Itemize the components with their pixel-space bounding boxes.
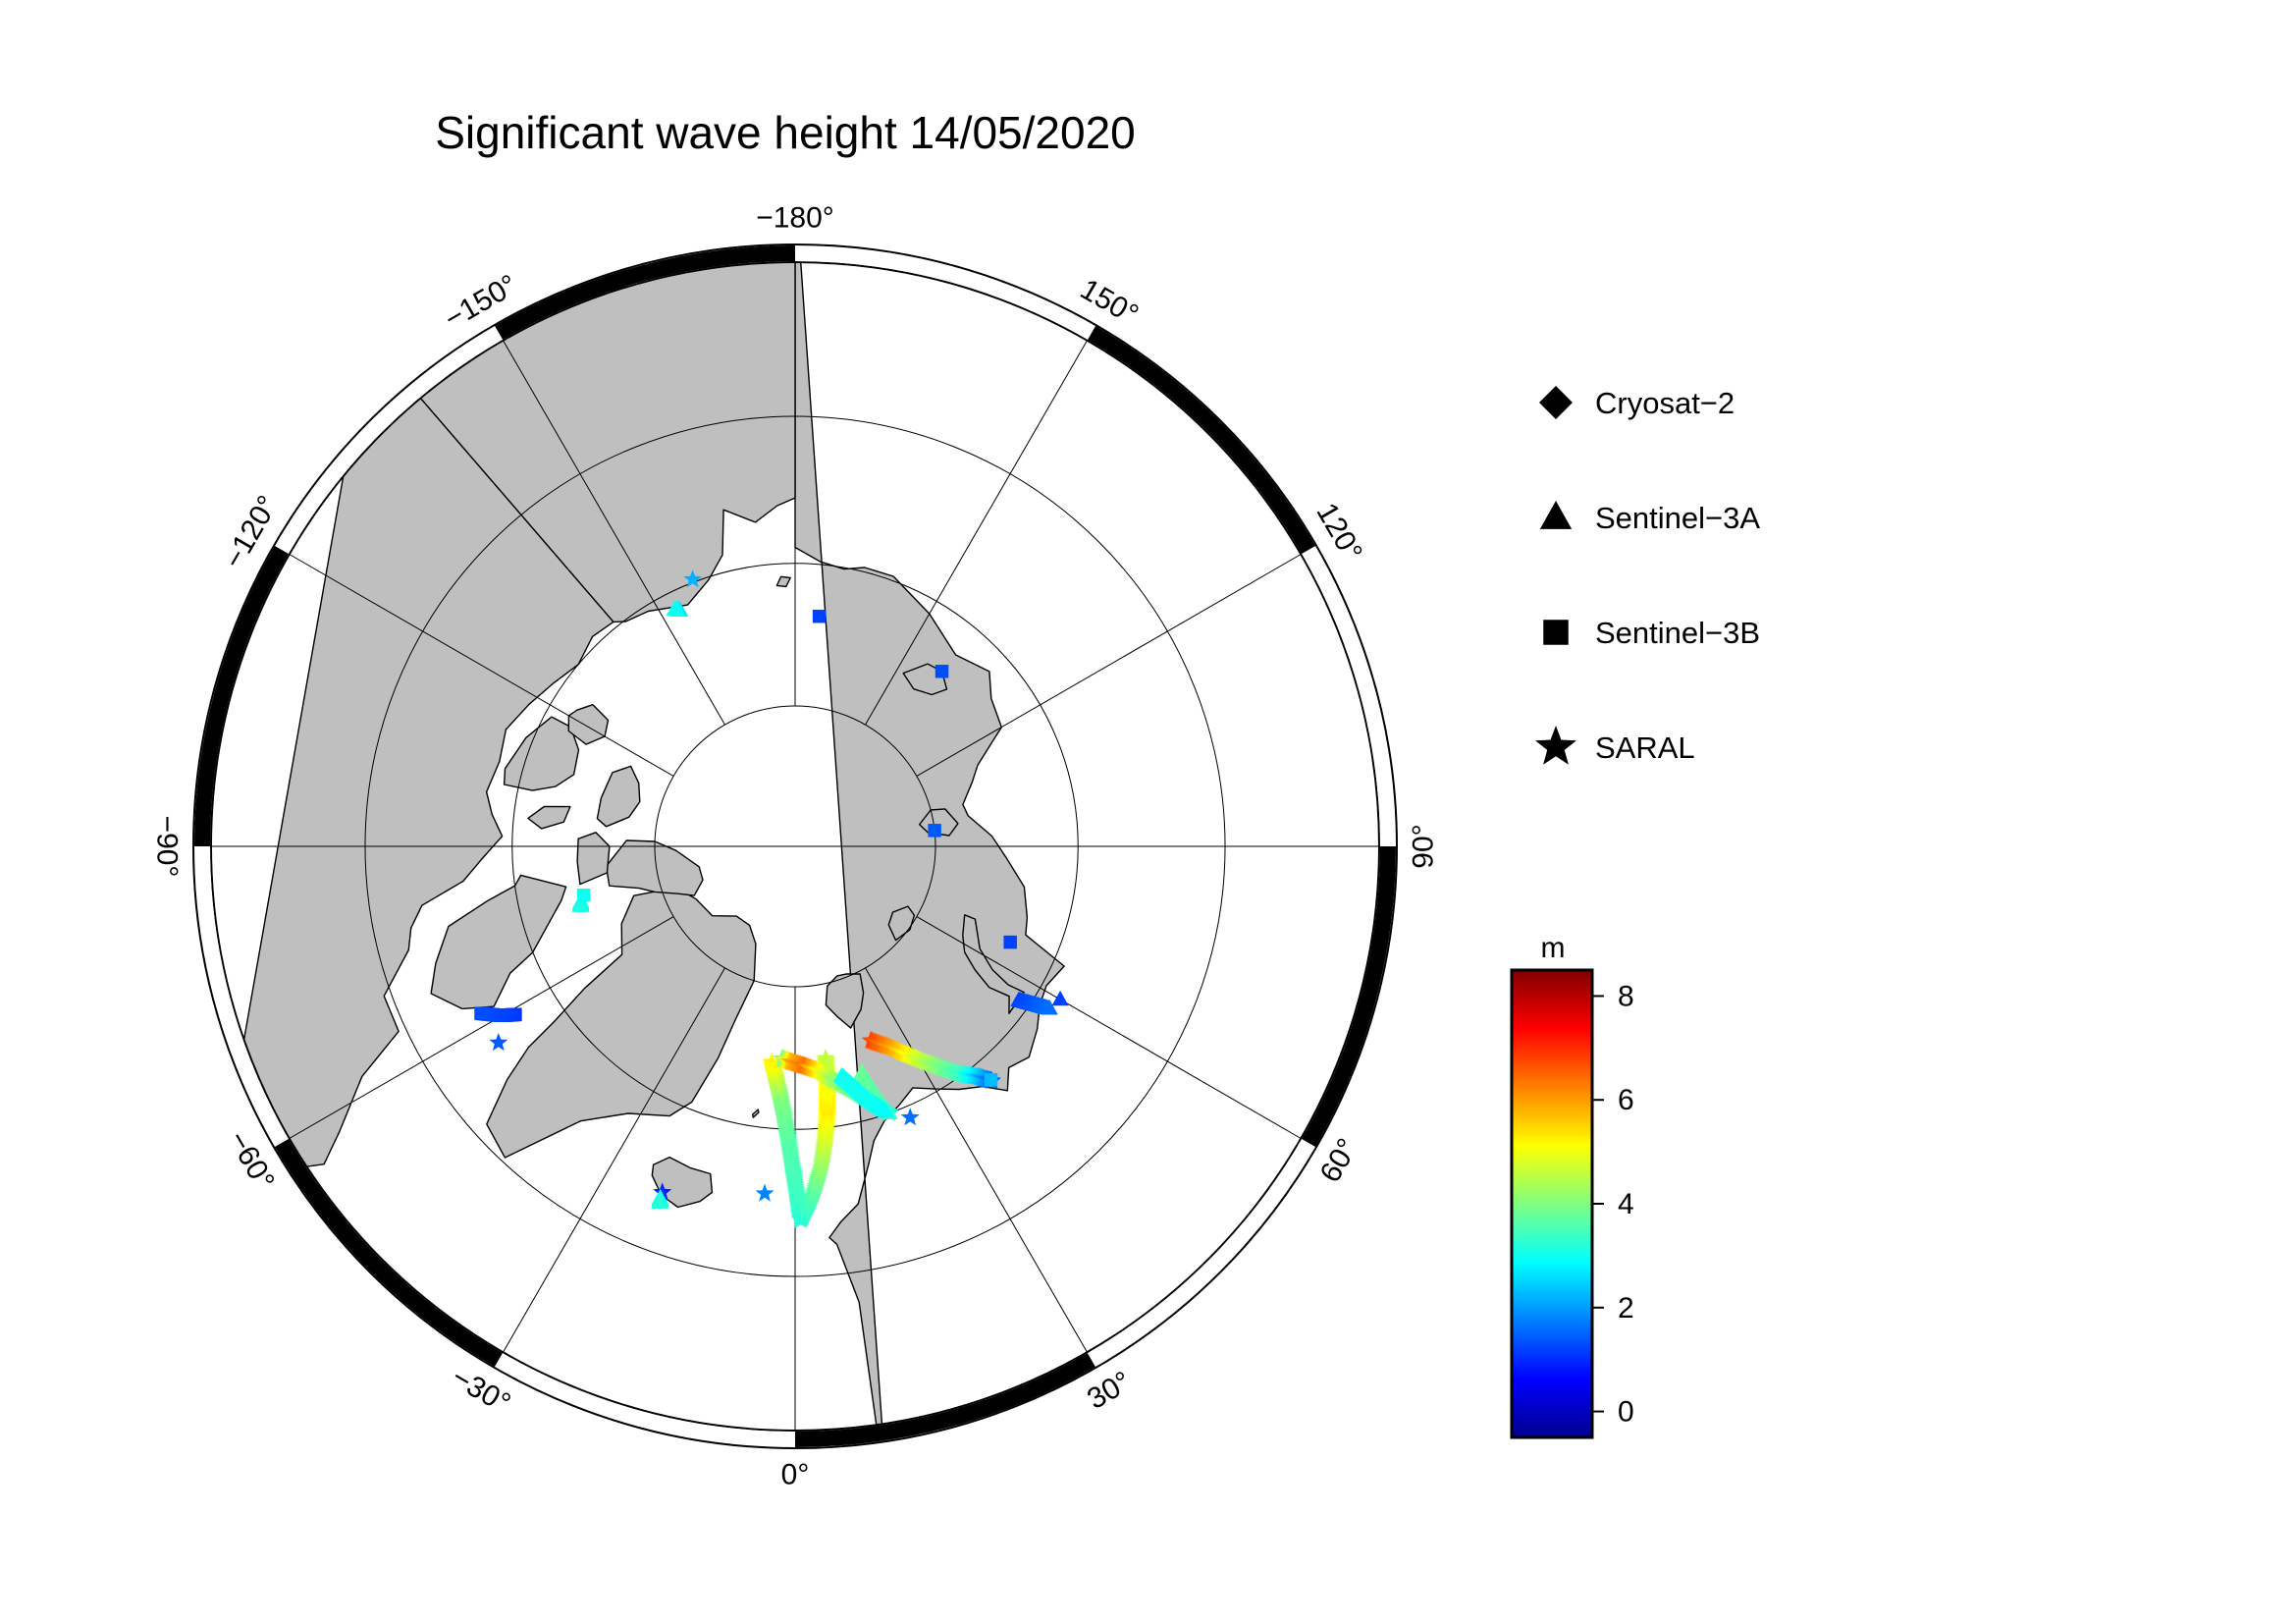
frame-segment: [495, 1353, 796, 1447]
meridian-line: [289, 554, 674, 777]
meridian-line: [503, 340, 725, 726]
wave-height-point: [900, 1108, 920, 1126]
triangle-icon: [1539, 501, 1573, 529]
colorbar: m 0 2 4 6 8: [1510, 932, 1634, 1439]
land-jan-mayen: [752, 1109, 760, 1118]
land-novaya-zemlya: [962, 914, 1025, 1014]
wave-height-point: [928, 824, 941, 838]
frame-inner-ring: [210, 261, 1380, 1432]
meridian-line: [503, 967, 725, 1353]
longitude-label: −90°: [151, 816, 184, 878]
wave-height-point: [474, 1006, 488, 1020]
legend-label: Cryosat−2: [1595, 386, 1735, 420]
satellite-legend: Cryosat−2 Sentinel−3A Sentinel−3B SARAL: [1535, 386, 1760, 765]
longitude-label: 60°: [1314, 1133, 1364, 1188]
frame-segment: [1087, 1138, 1316, 1368]
wave-height-point: [576, 888, 591, 902]
wave-height-point: [762, 1052, 781, 1070]
land-franz-josef-land: [887, 905, 916, 942]
land-somerset-prince-of-wales: [527, 805, 571, 830]
legend-label: Sentinel−3A: [1595, 501, 1760, 535]
meridian-line: [916, 554, 1302, 777]
frame-segment: [495, 245, 796, 340]
wave-height-point: [666, 600, 683, 617]
longitude-label: 30°: [1082, 1366, 1137, 1416]
colorbar-unit: m: [1541, 932, 1566, 964]
land-alaska: [367, 262, 796, 623]
frame-segment: [194, 546, 289, 847]
wave-height-point: [934, 665, 949, 678]
colorbar-gradient: [1510, 968, 1594, 1439]
wave-height-point: [812, 609, 827, 623]
legend-label: Sentinel−3B: [1595, 616, 1760, 650]
legend-label: SARAL: [1595, 730, 1695, 765]
frame-segment: [1302, 845, 1396, 1147]
wave-height-point: [651, 1193, 668, 1209]
wave-height-point: [489, 1033, 508, 1052]
meridian-line: [865, 340, 1088, 726]
wave-height-point: [683, 569, 703, 588]
map-disc: [211, 262, 1379, 1431]
wave-height-point: [1051, 990, 1069, 1006]
meridian-line: [916, 916, 1302, 1139]
meridian-line: [865, 967, 1088, 1353]
land-banks-island: [567, 704, 610, 745]
frame-segment: [1302, 546, 1396, 847]
colorbar-tick-label: 4: [1618, 1188, 1634, 1220]
frame-segment: [274, 1138, 504, 1368]
longitude-label: 90°: [1408, 824, 1440, 868]
land-eurasia: [794, 262, 1065, 1431]
frame-segment: [1087, 325, 1316, 555]
longitude-label: −180°: [756, 202, 834, 235]
frame-outer-ring: [192, 243, 1398, 1449]
colorbar-tick-label: 8: [1618, 980, 1634, 1012]
wave-height-point: [755, 1183, 774, 1202]
frame-segment: [794, 245, 1095, 340]
diamond-icon: [1539, 386, 1573, 419]
colorbar-tick-label: 6: [1618, 1084, 1634, 1116]
land-wrangel-island: [775, 575, 791, 588]
meridian-line: [289, 916, 674, 1139]
wave-height-point: [1003, 935, 1017, 949]
square-icon: [1543, 620, 1569, 645]
map-frame: [192, 243, 1398, 1449]
land-iceland: [651, 1156, 714, 1209]
map-title: Significant wave height 14/05/2020: [435, 107, 1136, 158]
wave-height-point: [571, 896, 589, 912]
land-north-america: [218, 336, 614, 1180]
star-icon: [1535, 726, 1576, 765]
frame-segment: [194, 845, 289, 1147]
wave-height-point: [878, 1102, 895, 1118]
colorbar-tick-label: 2: [1618, 1292, 1634, 1325]
graticule: [211, 262, 1379, 1431]
land-baffin-island: [430, 874, 567, 1010]
longitude-label: 0°: [781, 1459, 810, 1491]
land-victoria-island: [503, 716, 580, 791]
land-ellesmere-island: [605, 839, 704, 896]
wave-height-points: [474, 569, 1069, 1228]
land-queen-elizabeth-islands: [596, 765, 641, 828]
frame-segment: [794, 1353, 1095, 1447]
land-svalbard: [825, 973, 865, 1029]
wave-height-point: [1041, 1000, 1058, 1015]
wave-height-point: [984, 1073, 998, 1087]
frame-segment: [274, 325, 504, 555]
wave-height-point: [816, 1048, 835, 1066]
colorbar-tick-label: 0: [1618, 1396, 1634, 1429]
wave-height-point: [653, 1182, 672, 1201]
land-devon-island: [576, 832, 611, 886]
land-layer: [218, 262, 1065, 1431]
